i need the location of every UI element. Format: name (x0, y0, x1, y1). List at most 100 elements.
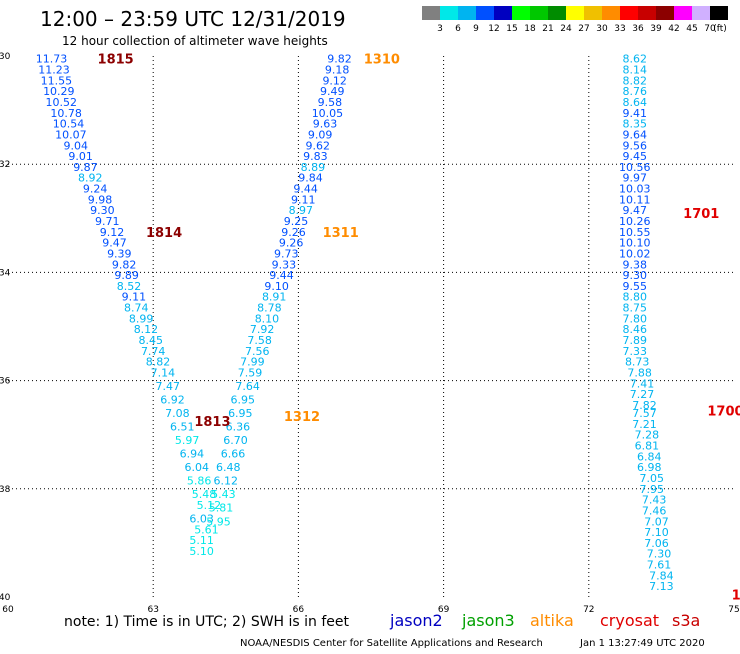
swh-value-label: 9.64 (623, 128, 648, 141)
swh-value-label: 9.97 (623, 172, 648, 185)
swh-value-label: 9.10 (264, 280, 289, 293)
swh-value-label: 7.56 (245, 345, 270, 358)
swh-value-label: 10.03 (619, 183, 651, 196)
swh-value-label: 7.14 (151, 366, 176, 379)
swh-value-label: 6.70 (223, 434, 248, 447)
swh-value-label: 5.11 (189, 534, 214, 547)
swh-value-label: 6.12 (214, 475, 239, 488)
legend-bin-label: 27 (578, 24, 589, 34)
swh-value-label: 9.39 (107, 247, 132, 260)
legend-bin-label: 36 (632, 24, 644, 34)
x-tick-label: 63 (147, 605, 158, 615)
legend-bin-label: 30 (596, 24, 608, 34)
swh-value-label: 6.04 (185, 461, 210, 474)
x-tick-label: 72 (583, 605, 594, 615)
swh-value-label: 8.35 (623, 118, 648, 131)
x-tick-label: 66 (293, 605, 305, 615)
swh-value-label: 8.14 (623, 64, 648, 77)
swh-value-label: 9.47 (623, 204, 648, 217)
swh-value-label: 8.64 (623, 96, 648, 109)
legend-swatch (494, 6, 512, 20)
x-tick-label: 60 (2, 605, 14, 615)
swh-value-label: 7.30 (647, 548, 672, 561)
legend-swatch (440, 6, 458, 20)
satellite-name-jason3: jason3 (461, 611, 515, 630)
pass-time-label: 1700 (707, 404, 740, 419)
legend-bin-label: 3 (437, 24, 443, 34)
swh-value-label: 9.25 (284, 215, 309, 228)
swh-value-label: 7.64 (235, 380, 260, 393)
swh-value-label: 9.12 (100, 226, 125, 239)
satellite-legend: jason2 jason3 altika cryosat s3a (389, 611, 700, 630)
legend-bin-label: 15 (506, 24, 517, 34)
swh-value-label: 11.73 (36, 53, 68, 66)
legend-swatch (602, 6, 620, 20)
swh-value-label: 7.88 (627, 366, 652, 379)
color-legend: 3 6 9 12 15 18 21 24 27 30 33 36 39 42 45 70(ft) (422, 6, 728, 34)
swh-value-label: 8.97 (289, 204, 314, 217)
swh-value-label: 9.87 (73, 161, 98, 174)
swh-value-label: 11.23 (38, 64, 70, 77)
swh-value-label: 9.58 (318, 96, 343, 109)
swh-value-label: 8.92 (78, 172, 103, 185)
swh-value-label: 6.81 (635, 440, 660, 453)
satellite-name-cryosat: cryosat (600, 611, 659, 630)
legend-bin-label: 39 (650, 24, 662, 34)
swh-value-label: 6.48 (216, 461, 241, 474)
swh-value-label: 9.24 (83, 183, 108, 196)
legend-swatch (674, 6, 692, 20)
swh-value-label: 9.04 (64, 139, 89, 152)
swh-value-label: 9.83 (303, 150, 328, 163)
swh-value-label: 5.86 (187, 475, 212, 488)
y-tick-label: -36 (0, 377, 11, 387)
swh-value-label: 8.74 (124, 302, 149, 315)
swh-value-label: 9.82 (327, 53, 352, 66)
legend-swatch (476, 6, 494, 20)
swh-value-label: 7.13 (649, 580, 674, 593)
swh-value-label: 7.43 (642, 494, 667, 507)
legend-bin-label: 9 (473, 24, 479, 34)
swh-value-label: 7.46 (642, 504, 667, 517)
swh-value-label: 9.33 (272, 258, 297, 271)
swh-value-label: 7.47 (155, 380, 180, 393)
swh-value-label: 7.74 (141, 345, 166, 358)
pass-time-label: 1312 (284, 410, 320, 425)
x-tick-label: 75 (728, 605, 739, 615)
x-tick-label: 69 (438, 605, 450, 615)
swh-value-label: 8.75 (623, 302, 648, 315)
swh-value-label: 7.58 (247, 334, 272, 347)
swh-value-label: 7.57 (632, 407, 657, 420)
swh-value-label: 7.80 (623, 312, 648, 325)
swh-values: 11.7311.2311.5510.2910.5210.7810.5410.07… (36, 53, 674, 593)
swh-value-label: 5.95 (206, 515, 231, 528)
swh-value-label: 11.55 (41, 74, 73, 87)
swh-value-label: 6.92 (160, 394, 185, 407)
y-tick-label: -32 (0, 160, 10, 170)
swh-value-label: 8.82 (623, 74, 648, 87)
swh-value-label: 9.45 (623, 150, 648, 163)
legend-bin-label: 70 (704, 24, 716, 34)
swh-value-label: 10.52 (45, 96, 77, 109)
legend-swatch (638, 6, 656, 20)
legend-swatch (530, 6, 548, 20)
swh-value-label: 6.66 (221, 448, 246, 461)
swh-value-label: 9.26 (281, 226, 306, 239)
swh-value-label: 9.56 (623, 139, 648, 152)
swh-value-label: 8.52 (117, 280, 142, 293)
swh-value-label: 9.11 (291, 193, 316, 206)
swh-value-label: 7.28 (635, 429, 660, 442)
legend-bin-label: 45 (686, 24, 697, 34)
swh-value-label: 8.89 (301, 161, 326, 174)
swh-value-label: 6.03 (189, 513, 214, 526)
legend-swatch (566, 6, 584, 20)
y-tick-label: -34 (0, 268, 11, 278)
footer-note: note: 1) Time is in UTC; 2) SWH is in fe… (64, 614, 350, 630)
pass-time-label: 16 (732, 588, 740, 603)
pass-time-label: 1813 (194, 415, 230, 430)
swh-value-label: 7.82 (632, 399, 657, 412)
swh-value-label: 6.98 (637, 461, 662, 474)
swh-value-label: 8.73 (625, 356, 650, 369)
swh-value-label: 6.84 (637, 450, 662, 463)
